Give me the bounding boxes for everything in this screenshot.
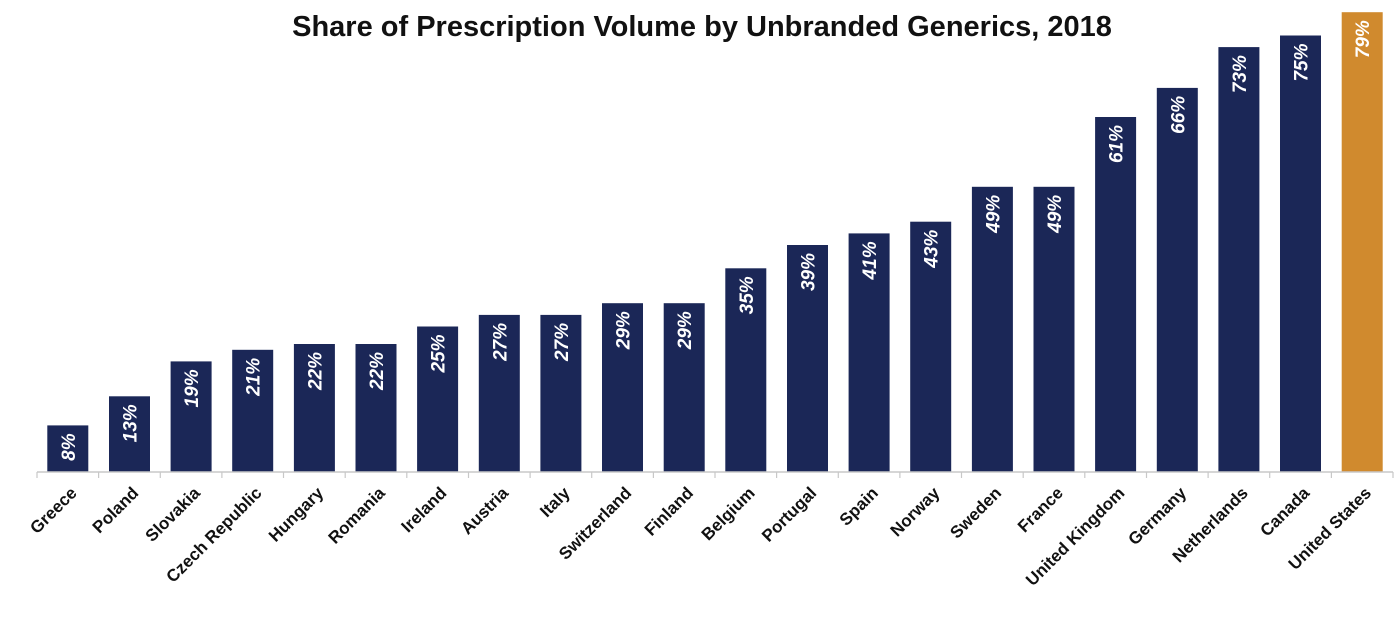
data-label-spain: 41% (860, 241, 881, 280)
data-labels-group: 8% 13% 19% 21% 22% 22% 25% 27% 27% 29% 29% 35% 39% 41… (59, 20, 1374, 461)
bar-united-kingdom (1095, 117, 1137, 472)
data-label-france: 49% (1045, 195, 1066, 234)
bar-netherlands (1218, 47, 1260, 472)
category-label-hungary: Hungary (265, 483, 328, 546)
category-label-spain: Spain (836, 483, 882, 529)
bar-united-states (1341, 12, 1383, 472)
bar-belgium (725, 268, 767, 472)
data-label-poland: 13% (121, 404, 142, 442)
data-label-united-states: 79% (1353, 20, 1374, 58)
bar-norway (910, 221, 952, 472)
data-label-czech-republic: 21% (244, 358, 265, 397)
bar-greece (47, 425, 89, 472)
data-label-hungary: 22% (305, 352, 326, 391)
data-label-austria: 27% (490, 323, 511, 362)
category-label-romania: Romania (325, 483, 390, 548)
category-label-poland: Poland (89, 483, 143, 537)
category-label-germany: Germany (1125, 483, 1191, 549)
data-label-switzerland: 29% (614, 311, 635, 350)
bar-italy (540, 314, 582, 472)
data-label-canada: 75% (1292, 43, 1313, 81)
bar-slovakia (170, 361, 212, 472)
category-label-slovakia: Slovakia (142, 483, 205, 546)
bars-group (47, 12, 1383, 473)
category-label-france: France (1014, 483, 1067, 536)
bar-poland (109, 396, 150, 472)
bar-germany (1156, 87, 1198, 473)
data-label-belgium: 35% (737, 276, 758, 314)
data-label-united-kingdom: 61% (1107, 125, 1128, 163)
category-label-finland: Finland (641, 483, 697, 539)
ticks-group (36, 472, 1394, 478)
category-label-belgium: Belgium (698, 483, 759, 544)
bar-hungary (293, 344, 335, 472)
bar-austria (478, 314, 520, 472)
data-label-greece: 8% (59, 433, 80, 461)
bar-sweden (971, 186, 1013, 473)
data-label-norway: 43% (922, 230, 943, 269)
bar-canada (1280, 35, 1321, 472)
bar-finland (663, 303, 705, 472)
category-label-austria: Austria (457, 483, 512, 538)
category-label-italy: Italy (536, 483, 574, 521)
data-label-finland: 29% (675, 311, 696, 350)
bar-switzerland (602, 303, 643, 472)
chart-title: Share of Prescription Volume by Unbrande… (292, 11, 1112, 43)
category-label-sweden: Sweden (946, 483, 1005, 542)
data-label-netherlands: 73% (1230, 55, 1251, 93)
data-label-sweden: 49% (983, 195, 1004, 234)
data-label-germany: 66% (1168, 96, 1189, 134)
bar-romania (355, 344, 397, 472)
bar-france (1033, 186, 1075, 473)
category-label-greece: Greece (26, 483, 80, 537)
category-label-norway: Norway (887, 483, 944, 540)
bar-ireland (417, 326, 459, 472)
data-label-italy: 27% (552, 323, 573, 362)
bar-czech-republic (232, 349, 274, 472)
category-label-ireland: Ireland (398, 483, 451, 536)
bar-spain (848, 233, 890, 472)
category-label-canada: Canada (1256, 483, 1313, 540)
category-label-portugal: Portugal (758, 483, 820, 545)
data-label-portugal: 39% (799, 253, 820, 291)
data-label-romania: 22% (367, 352, 388, 391)
bar-portugal (787, 245, 828, 472)
data-label-ireland: 25% (429, 334, 450, 373)
data-label-slovakia: 19% (182, 369, 203, 407)
